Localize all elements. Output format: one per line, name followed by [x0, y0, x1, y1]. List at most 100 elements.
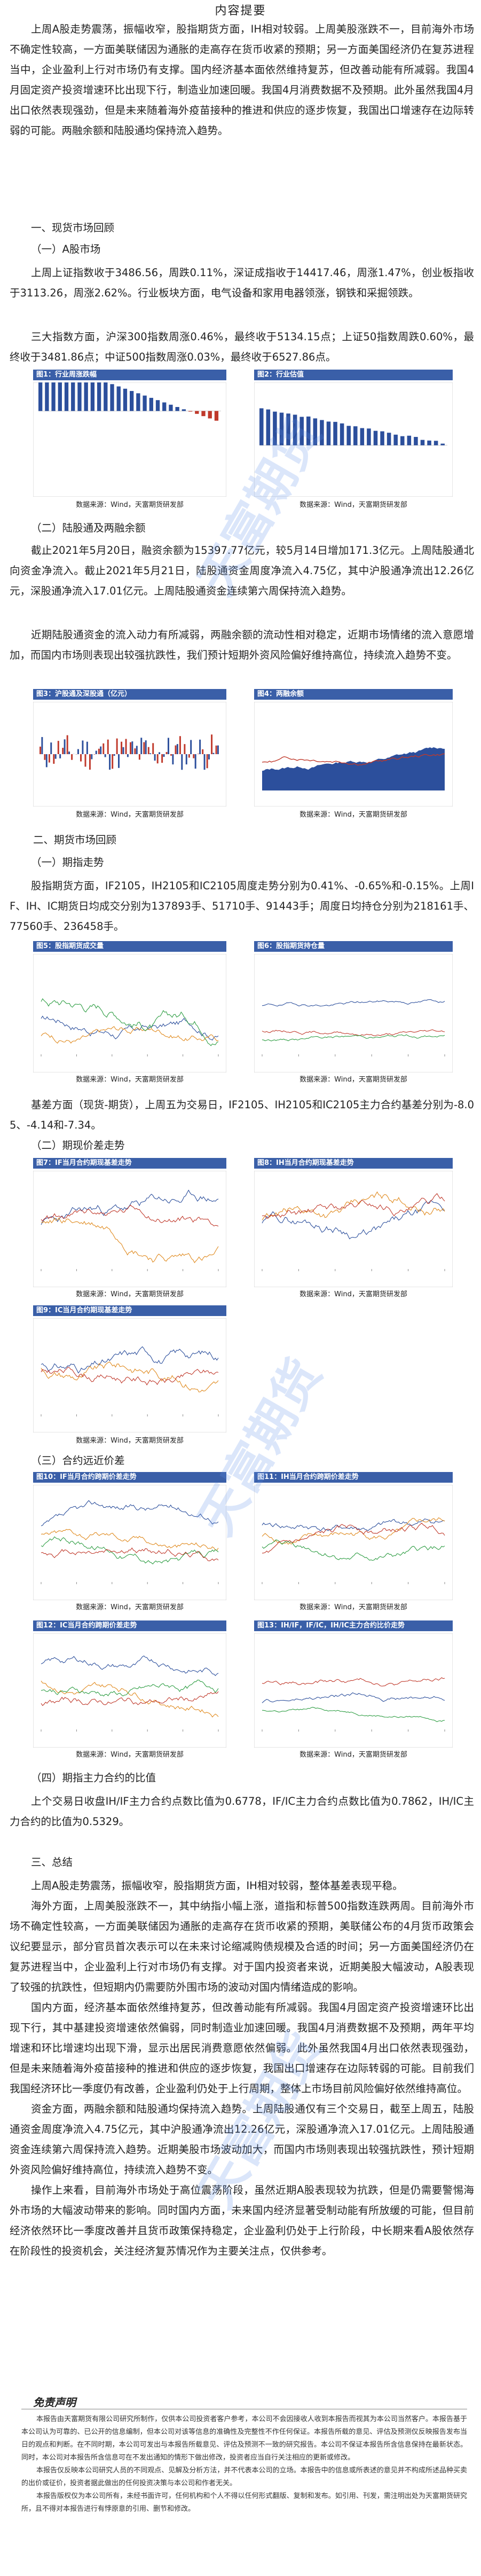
bar [320, 420, 324, 445]
section-1-1-heading: （一）A股市场 [31, 243, 101, 255]
bar [130, 391, 134, 411]
bar [407, 435, 412, 445]
bar [152, 743, 154, 754]
bar [188, 754, 190, 758]
bar [125, 739, 127, 754]
bar [373, 430, 378, 445]
northbound-paragraph-1: 截止2021年5月20日，融资余额为15397.77亿元，较5月14日增加171… [10, 544, 474, 597]
bar [182, 409, 186, 411]
bar [179, 736, 181, 754]
fig12-ic-spread-chart [33, 1633, 226, 1748]
bar [393, 434, 398, 445]
fig11-ih-spread-chart [254, 1485, 453, 1600]
bar [185, 754, 187, 765]
bar [71, 754, 73, 760]
bar [98, 748, 100, 754]
series-line [262, 1518, 445, 1532]
bar [217, 745, 219, 754]
bar [175, 745, 177, 754]
bar [194, 754, 196, 769]
fig9-ic-basis-chart [33, 1318, 226, 1432]
series-line [262, 1692, 445, 1703]
series-line [262, 999, 445, 1007]
bar [212, 753, 215, 754]
bar [91, 754, 93, 760]
bar [400, 436, 405, 445]
section-1-2-heading: （二）陆股通及两融余额 [31, 522, 146, 534]
series-line [41, 998, 219, 1046]
fig10-if-spread-chart [33, 1485, 226, 1600]
section-3-heading: 三、总结 [31, 1856, 73, 1868]
series-line [262, 1034, 445, 1042]
bar [360, 428, 365, 445]
summary-paragraph-3: 国内方面，经济基本面依然维持复苏，但改善动能有所减弱。我国4月固定资产投资增速环… [10, 2001, 474, 2095]
fig13-source: 数据来源：Wind，天富期货研发部 [299, 1751, 407, 1759]
bar [68, 751, 70, 754]
page-title: 内容提要 [215, 4, 266, 18]
bar [188, 411, 193, 412]
fig6-source: 数据来源：Wind，天富期货研发部 [299, 1076, 407, 1084]
series-line [41, 1536, 219, 1564]
bar [107, 739, 109, 754]
bar [82, 740, 84, 754]
series-line [41, 1217, 219, 1263]
summary-paragraph-5: 操作上来看，目前海外市场处于高位震荡阶段，虽然近期A股表现较为抗跌，但是仍需要警… [10, 2184, 474, 2257]
fig2-title: 图2：行业估值 [254, 370, 453, 380]
summary-block: 上周A股走势震荡，振幅收窄，股指期货方面，IH相对较弱，整体基差表现平稳。 海外… [10, 1876, 474, 2261]
bar [138, 754, 140, 760]
basis-paragraph: 基差方面（现货-期货），上周五为交易日，IF2105、IH2105和IC2105… [10, 1099, 474, 1131]
northbound-para-2-block: 近期陆股通资金的流入动力有所减弱，两融余额的流动性相对稳定，近期市场情绪的流入意… [10, 625, 474, 665]
bar [110, 384, 114, 411]
series-line [41, 1529, 219, 1551]
bar [299, 417, 304, 445]
bar [181, 754, 183, 770]
fig7-source: 数据来源：Wind，天富期货研发部 [76, 1290, 184, 1298]
series-line [41, 1547, 219, 1562]
fig2-industry-valuation-chart [254, 382, 453, 497]
bar [93, 754, 96, 755]
bar [118, 754, 120, 768]
bar [211, 734, 213, 754]
northbound-paragraph-2: 近期陆股通资金的流入动力有所减弱，两融余额的流动性相对稳定，近期市场情绪的流入意… [10, 629, 474, 661]
bar [161, 754, 163, 763]
bar [367, 428, 371, 445]
fig6-title: 图6：股指期货持仓量 [254, 941, 453, 952]
bar [84, 754, 86, 767]
bar [155, 400, 160, 411]
bar [62, 748, 64, 754]
chart-frame [254, 1485, 453, 1600]
bar [104, 382, 108, 411]
bar [313, 418, 318, 445]
bar [86, 741, 88, 754]
a-share-para-1-block: 上周上证指数收于3486.56，周跌0.11%，深证成指收于14417.46，周… [10, 263, 474, 303]
bar [170, 754, 172, 756]
series-line [262, 1523, 445, 1554]
fig4-margin-balance-chart [254, 702, 453, 807]
bar [259, 408, 264, 445]
bar [149, 397, 153, 411]
fig5-title: 图5：股指期货成交量 [33, 941, 226, 952]
chart-frame [33, 1171, 226, 1287]
bar [127, 754, 129, 757]
series-line [41, 1679, 219, 1697]
series-line [262, 1191, 445, 1220]
series-line [262, 1200, 445, 1240]
bar [145, 740, 147, 754]
fig13-ratio-chart [254, 1633, 453, 1748]
bar [306, 416, 311, 445]
bar [340, 423, 344, 445]
bar [149, 753, 152, 754]
series-line [41, 1655, 219, 1676]
series-line [41, 1680, 219, 1718]
fig3-source: 数据来源：Wind，天富期货研发部 [76, 811, 184, 819]
bar [134, 748, 136, 754]
fig8-title: 图8：IH当月合约期现基差走势 [254, 1158, 453, 1169]
fig7-title: 图7：IF当月合约期现基差走势 [33, 1158, 226, 1169]
section-2-3-heading: （三）合约远近价差 [31, 1454, 125, 1467]
bar [45, 754, 48, 768]
bar [201, 411, 206, 417]
series-line [41, 1500, 219, 1526]
bar [40, 746, 41, 754]
summary-paragraph-2: 海外方面，上周美股涨跌不一，其中纳指小幅上涨，道指和标普500指数连跌两周。目前… [10, 1900, 474, 1993]
chart-frame [33, 954, 226, 1072]
